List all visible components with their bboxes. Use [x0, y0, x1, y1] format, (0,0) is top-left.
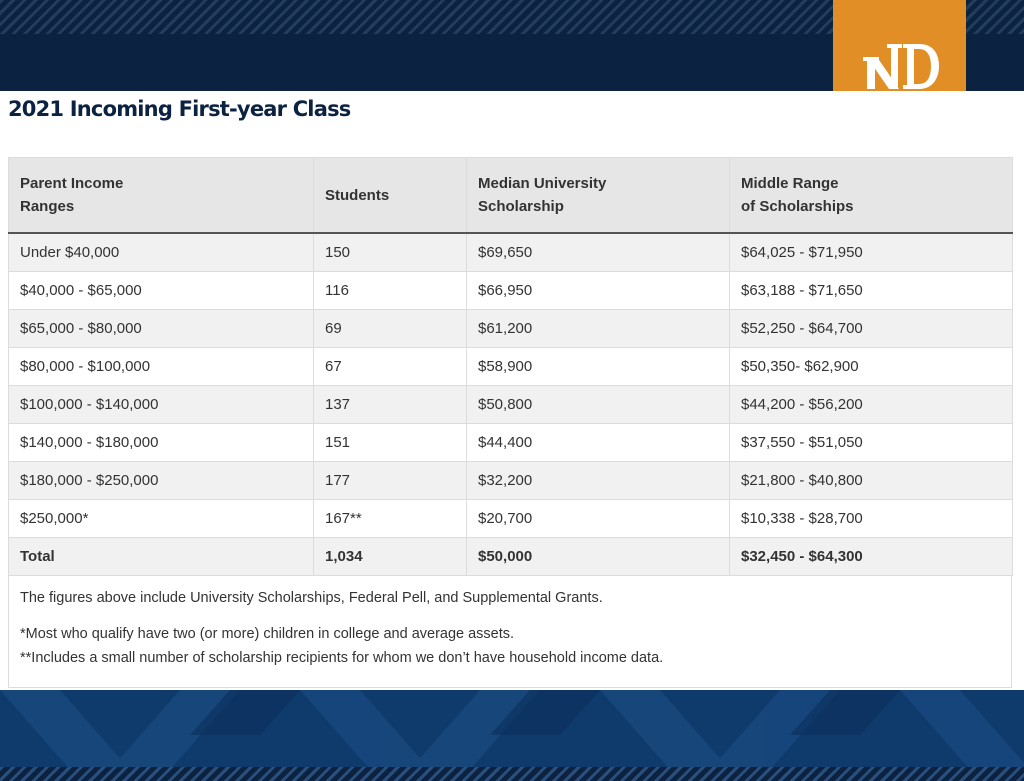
table-row: $65,000 - $80,000 69 $61,200 $52,250 - $…	[8, 309, 1013, 348]
cell-median-scholarship: $44,400	[466, 423, 730, 462]
footer-banner	[0, 690, 1024, 781]
column-header-parent-income: Parent Income Ranges	[8, 157, 314, 234]
table-header-row: Parent Income Ranges Students Median Uni…	[8, 157, 1013, 234]
footnote-asterisk: *Most who qualify have two (or more) chi…	[20, 626, 515, 642]
column-header-median-scholarship: Median University Scholarship	[466, 157, 730, 234]
cell-middle-range: $64,025 - $71,950	[729, 232, 1013, 272]
total-median-scholarship: $50,000	[466, 537, 730, 576]
cell-students: 177	[313, 461, 467, 500]
table-row: Under $40,000 150 $69,650 $64,025 - $71,…	[8, 232, 1013, 272]
table-row: $40,000 - $65,000 116 $66,950 $63,188 - …	[8, 271, 1013, 310]
table-row: $250,000* 167** $20,700 $10,338 - $28,70…	[8, 499, 1013, 538]
cell-median-scholarship: $66,950	[466, 271, 730, 310]
cell-students: 150	[313, 232, 467, 272]
column-header-students: Students	[313, 157, 467, 234]
cell-income-range: $250,000*	[8, 499, 314, 538]
cell-middle-range: $50,350- $62,900	[729, 347, 1013, 386]
cell-students: 167**	[313, 499, 467, 538]
page-title: 2021 Incoming First-year Class	[8, 97, 351, 121]
cell-middle-range: $44,200 - $56,200	[729, 385, 1013, 424]
cell-students: 67	[313, 347, 467, 386]
cell-median-scholarship: $50,800	[466, 385, 730, 424]
cell-median-scholarship: $32,200	[466, 461, 730, 500]
table-row: $180,000 - $250,000 177 $32,200 $21,800 …	[8, 461, 1013, 500]
cell-income-range: $100,000 - $140,000	[8, 385, 314, 424]
cell-median-scholarship: $69,650	[466, 232, 730, 272]
cell-students: 69	[313, 309, 467, 348]
header-banner: ND	[0, 0, 1024, 91]
notre-dame-monogram-icon	[863, 44, 939, 89]
cell-students: 151	[313, 423, 467, 462]
table-row: $80,000 - $100,000 67 $58,900 $50,350- $…	[8, 347, 1013, 386]
cell-middle-range: $21,800 - $40,800	[729, 461, 1013, 500]
footnote-double-asterisk: **Includes a small number of scholarship…	[20, 650, 664, 666]
cell-income-range: $140,000 - $180,000	[8, 423, 314, 462]
table-row: $140,000 - $180,000 151 $44,400 $37,550 …	[8, 423, 1013, 462]
cell-middle-range: $52,250 - $64,700	[729, 309, 1013, 348]
cell-students: 116	[313, 271, 467, 310]
column-header-middle-range: Middle Range of Scholarships	[729, 157, 1013, 234]
cell-income-range: $180,000 - $250,000	[8, 461, 314, 500]
total-students: 1,034	[313, 537, 467, 576]
cell-students: 137	[313, 385, 467, 424]
footer-chevron-pattern	[0, 690, 1024, 781]
cell-middle-range: $10,338 - $28,700	[729, 499, 1013, 538]
footer-stripe-pattern	[0, 767, 1024, 781]
cell-income-range: $40,000 - $65,000	[8, 271, 314, 310]
cell-income-range: Under $40,000	[8, 232, 314, 272]
table-footnotes: The figures above include University Sch…	[20, 586, 1000, 670]
footnote-figures: The figures above include University Sch…	[20, 590, 603, 606]
cell-income-range: $65,000 - $80,000	[8, 309, 314, 348]
table-total-row: Total 1,034 $50,000 $32,450 - $64,300	[8, 537, 1013, 576]
notre-dame-logo[interactable]: ND	[833, 0, 966, 91]
cell-income-range: $80,000 - $100,000	[8, 347, 314, 386]
table-row: $100,000 - $140,000 137 $50,800 $44,200 …	[8, 385, 1013, 424]
scholarship-table-container: Parent Income Ranges Students Median Uni…	[8, 157, 1013, 688]
total-middle-range: $32,450 - $64,300	[729, 537, 1013, 576]
cell-median-scholarship: $20,700	[466, 499, 730, 538]
total-label: Total	[8, 537, 314, 576]
cell-median-scholarship: $58,900	[466, 347, 730, 386]
cell-middle-range: $63,188 - $71,650	[729, 271, 1013, 310]
cell-middle-range: $37,550 - $51,050	[729, 423, 1013, 462]
cell-median-scholarship: $61,200	[466, 309, 730, 348]
scholarship-table: Parent Income Ranges Students Median Uni…	[8, 157, 1013, 576]
